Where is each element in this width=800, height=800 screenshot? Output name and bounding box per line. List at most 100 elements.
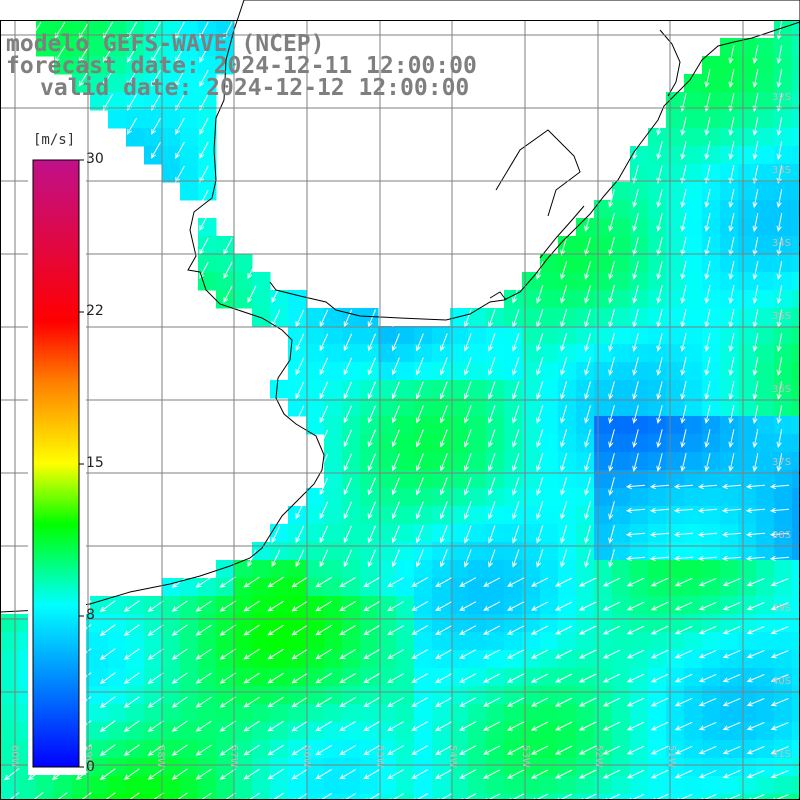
wind-speed-cell <box>486 470 505 489</box>
wind-speed-cell <box>126 794 145 800</box>
wind-speed-cell <box>612 236 631 255</box>
wind-speed-cell <box>306 758 325 777</box>
wind-arrow <box>722 721 741 731</box>
wind-speed-cell <box>792 794 800 800</box>
wind-arrow <box>291 768 308 780</box>
wind-speed-cell <box>540 434 559 453</box>
wind-speed-cell <box>306 362 325 381</box>
wind-speed-cell <box>162 740 181 759</box>
wind-arrow <box>656 261 663 280</box>
wind-speed-cell <box>324 398 343 417</box>
wind-speed-cell <box>756 542 775 561</box>
wind-speed-cell <box>792 632 800 651</box>
wind-speed-cell <box>126 758 145 777</box>
wind-speed-cell <box>486 668 505 687</box>
wind-speed-cell <box>774 704 793 723</box>
wind-arrow <box>439 381 448 400</box>
wind-speed-cell <box>144 704 163 723</box>
wind-speed-cell <box>756 380 775 399</box>
wind-arrow <box>602 625 621 635</box>
wind-arrow <box>415 381 424 400</box>
wind-speed-cell <box>234 686 253 705</box>
wind-arrow <box>483 769 501 779</box>
wind-speed-cell <box>468 416 487 435</box>
wind-speed-cell <box>504 794 523 800</box>
wind-speed-cell <box>468 722 487 741</box>
wind-speed-cell <box>468 632 487 651</box>
latitude-label: 32S <box>772 92 791 103</box>
wind-speed-cell <box>756 776 775 795</box>
wind-speed-cell <box>738 56 757 75</box>
wind-arrow <box>459 649 477 659</box>
wind-speed-cell <box>216 704 235 723</box>
wind-speed-cell <box>432 380 451 399</box>
wind-speed-cell <box>468 596 487 615</box>
wind-arrow <box>536 405 544 424</box>
wind-speed-cell <box>648 614 667 633</box>
wind-speed-cell <box>792 740 800 759</box>
wind-speed-cell <box>648 254 667 273</box>
wind-arrow <box>195 696 212 708</box>
wind-speed-cell <box>360 758 379 777</box>
wind-speed-cell <box>270 740 289 759</box>
wind-speed-cell <box>126 650 145 669</box>
wind-speed-cell <box>144 56 163 75</box>
wind-arrow <box>673 483 694 490</box>
wind-arrow <box>54 46 66 63</box>
wind-arrow <box>536 525 544 544</box>
wind-arrow <box>463 429 472 448</box>
wind-arrow <box>219 768 236 780</box>
wind-arrow <box>506 649 525 659</box>
wind-arrow <box>199 189 209 208</box>
wind-arrow <box>626 601 645 611</box>
wind-speed-cell <box>468 362 487 381</box>
wind-speed-cell <box>450 398 469 417</box>
wind-arrow <box>632 165 639 184</box>
wind-arrow <box>728 237 735 256</box>
wind-speed-cell <box>414 470 433 489</box>
wind-arrow <box>728 213 735 232</box>
wind-speed-cell <box>18 776 37 795</box>
wind-arrow <box>291 744 308 756</box>
wind-arrow <box>746 602 765 611</box>
wind-arrow <box>512 357 520 376</box>
wind-speed-cell <box>342 722 361 741</box>
wind-speed-cell <box>720 632 739 651</box>
wind-arrow <box>123 624 140 636</box>
wind-speed-cell <box>108 650 127 669</box>
wind-speed-cell <box>90 776 109 795</box>
wind-arrow <box>722 769 741 779</box>
wind-speed-cell <box>108 704 127 723</box>
wind-arrow <box>536 357 544 376</box>
wind-arrow <box>554 769 573 779</box>
wind-speed-cell <box>234 650 253 669</box>
wind-speed-cell <box>756 416 775 435</box>
wind-arrow <box>30 792 44 800</box>
wind-speed-cell <box>756 524 775 543</box>
wind-speed-cell <box>90 704 109 723</box>
wind-arrow <box>175 69 185 87</box>
wind-speed-cell <box>720 110 739 129</box>
wind-arrow <box>439 549 448 568</box>
wind-arrow <box>343 405 353 424</box>
wind-speed-cell <box>468 326 487 345</box>
wind-speed-cell <box>360 542 379 561</box>
wind-arrow <box>367 381 376 400</box>
longitude-label: 52W <box>593 745 604 768</box>
wind-speed-cell <box>198 758 217 777</box>
wind-arrow <box>267 696 284 708</box>
wind-speed-cell <box>432 560 451 579</box>
wind-speed-cell <box>72 20 91 39</box>
wind-arrow <box>488 405 496 424</box>
wind-speed-cell <box>630 632 649 651</box>
latitude-label: 41S <box>772 749 791 760</box>
wind-speed-cell <box>504 344 523 363</box>
wind-arrow <box>123 696 140 708</box>
wind-speed-cell <box>738 614 757 633</box>
wind-speed-cell <box>540 416 559 435</box>
wind-speed-cell <box>738 182 757 201</box>
wind-speed-cell <box>738 110 757 129</box>
wind-speed-cell <box>666 308 685 327</box>
wind-arrow <box>704 357 711 376</box>
